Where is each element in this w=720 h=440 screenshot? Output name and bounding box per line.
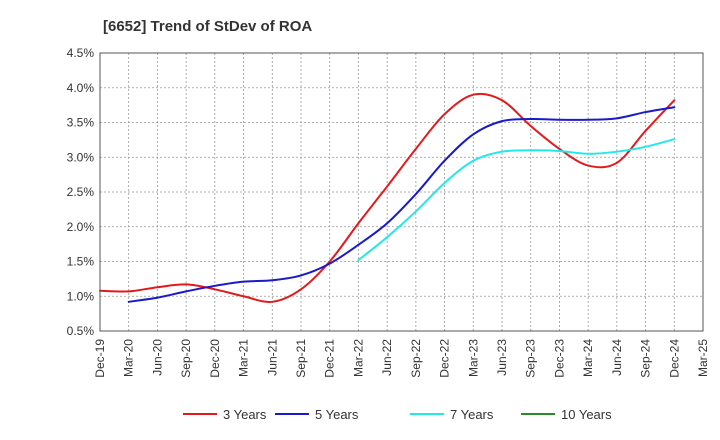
legend-label-7-years: 7 Years	[450, 407, 494, 422]
y-tick-label: 1.5%	[67, 255, 95, 269]
grid	[100, 53, 703, 331]
x-tick-label: Jun-20	[150, 339, 164, 376]
y-tick-label: 4.5%	[67, 46, 95, 60]
y-tick-label: 0.5%	[67, 324, 95, 338]
x-tick-label: Jun-22	[380, 339, 394, 376]
y-tick-label: 3.5%	[67, 116, 95, 130]
series-line-7-years	[357, 138, 676, 262]
x-tick-label: Dec-20	[208, 339, 222, 378]
x-tick-label: Sep-20	[179, 339, 193, 378]
x-tick-label: Sep-24	[639, 339, 653, 378]
legend-label-5-years: 5 Years	[315, 407, 359, 422]
series-line-3-years	[99, 92, 676, 303]
y-tick-label: 1.0%	[67, 289, 95, 303]
x-tick-label: Sep-21	[294, 339, 308, 378]
legend-label-3-years: 3 Years	[223, 407, 267, 422]
legend: 3 Years 5 Years 7 Years 10 Years	[183, 407, 612, 422]
x-tick-label: Mar-24	[581, 339, 595, 377]
x-tick-label: Jun-21	[265, 339, 279, 376]
x-tick-label: Sep-22	[409, 339, 423, 378]
series-lines	[99, 92, 676, 303]
x-tick-label: Dec-23	[552, 339, 566, 378]
x-tick-label: Dec-22	[438, 339, 452, 378]
y-tick-label: 2.5%	[67, 185, 95, 199]
x-tick-label: Dec-24	[667, 339, 681, 378]
x-tick-label: Sep-23	[524, 339, 538, 378]
x-tick-label: Dec-21	[323, 339, 337, 378]
x-tick-label: Mar-25	[696, 339, 710, 377]
x-axis-ticks: Dec-19 Mar-20 Jun-20 Sep-20 Dec-20 Mar-21 Jun-…	[93, 339, 710, 378]
x-tick-label: Mar-23	[466, 339, 480, 377]
x-tick-label: Dec-19	[93, 339, 107, 378]
legend-label-10-years: 10 Years	[561, 407, 612, 422]
x-tick-label: Mar-22	[351, 339, 365, 377]
y-tick-label: 4.0%	[67, 81, 95, 95]
x-tick-label: Mar-20	[122, 339, 136, 377]
x-tick-label: Mar-21	[237, 339, 251, 377]
plot-border	[99, 52, 704, 332]
series-line-5-years	[127, 106, 676, 303]
y-axis-ticks: 0.5% 1.0% 1.5% 2.0% 2.5% 3.0% 3.5% 4.0% 4.5%	[67, 46, 95, 338]
y-tick-label: 3.0%	[67, 150, 95, 164]
y-tick-label: 2.0%	[67, 220, 95, 234]
x-tick-label: Jun-23	[495, 339, 509, 376]
chart-title: [6652] Trend of StDev of ROA	[103, 18, 312, 35]
x-tick-label: Jun-24	[610, 339, 624, 376]
